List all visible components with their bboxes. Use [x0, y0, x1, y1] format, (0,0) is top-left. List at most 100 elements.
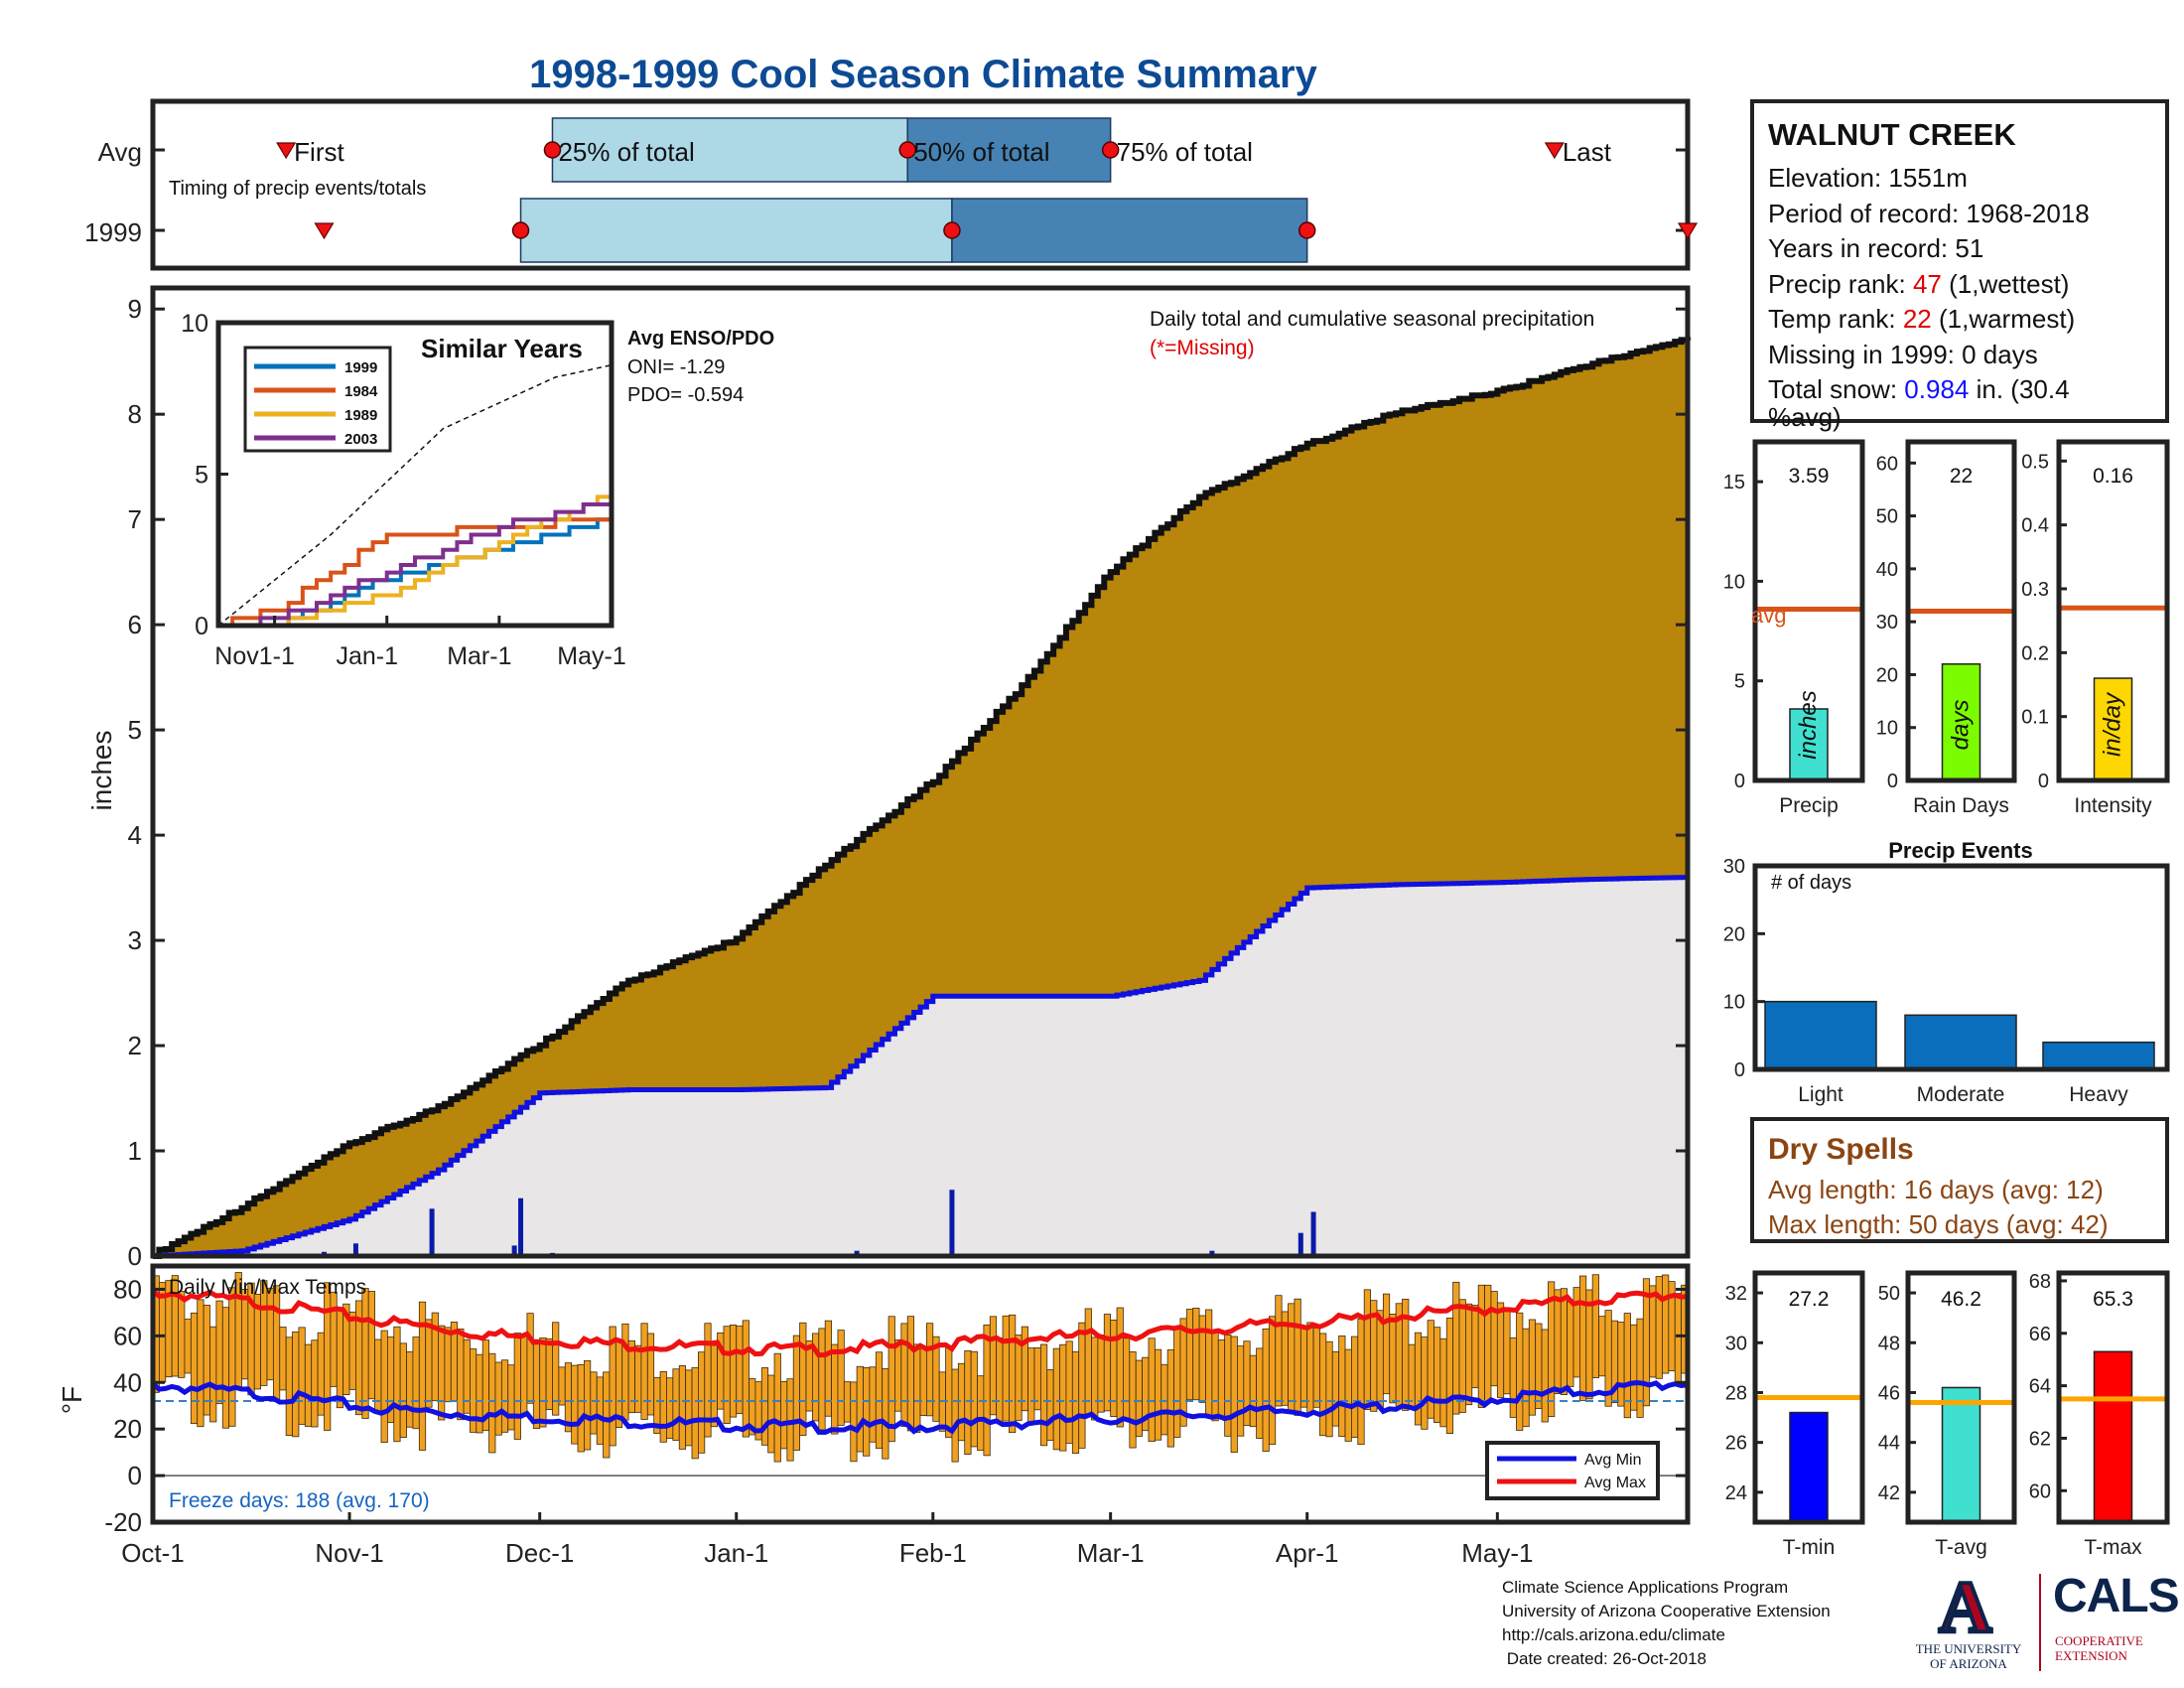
events-bar-light [1764, 1000, 1877, 1070]
temp-summary-name-0: T-min [1783, 1536, 1836, 1559]
temp-daily-bar-212 [1496, 1302, 1505, 1398]
events-ytick-label-2: 20 [1723, 923, 1745, 945]
temp-daily-bar-49 [463, 1338, 471, 1414]
temp-daily-bar-4 [178, 1291, 186, 1378]
main-ytick-label-4: 4 [128, 820, 142, 850]
temp-legend-label-max: Avg Max [1584, 1475, 1646, 1491]
temp-daily-bar-188 [1344, 1348, 1352, 1442]
temp-daily-bar-64 [558, 1366, 566, 1406]
temp-daily-bar-148 [1091, 1336, 1099, 1421]
summary-ytick-label-2-4: 0.4 [2021, 515, 2049, 537]
similar-legend-label-2003: 2003 [344, 431, 377, 448]
summary-panel-frame-1 [1905, 439, 2017, 783]
temp-daily-bar-238 [1662, 1274, 1670, 1374]
temp-freeze-text: Freeze days: 188 (avg. 170) [169, 1489, 430, 1512]
temp-daily-bar-40 [406, 1351, 414, 1428]
temp-daily-bar-68 [584, 1359, 592, 1451]
temp-daily-bar-113 [869, 1366, 877, 1443]
cals-logo-sub-2: EXTENSION [2055, 1648, 2127, 1663]
daily-precip-bar-7 [854, 1250, 860, 1256]
timing-1999-pct-marker-2 [943, 221, 961, 239]
temp-daily-bar-170 [1230, 1336, 1238, 1453]
temp-daily-bar-85 [691, 1366, 699, 1460]
temp-daily-bar-101 [792, 1335, 801, 1451]
temp-summary-ytick-label-2-4: 68 [2029, 1271, 2051, 1293]
temp-daily-bar-216 [1522, 1328, 1530, 1428]
daily-precip-bar-12 [1310, 1211, 1316, 1256]
summary-panel-frame-0 [1752, 439, 1865, 783]
temp-daily-bar-189 [1351, 1336, 1359, 1438]
timing-1999-box-50-75 [951, 198, 1308, 263]
temp-daily-bar-194 [1382, 1293, 1391, 1395]
temp-daily-bar-99 [780, 1380, 788, 1450]
x-tick-label-7: May-1 [1461, 1538, 1533, 1568]
temp-daily-bar-233 [1630, 1324, 1638, 1411]
temp-daily-bar-208 [1471, 1305, 1479, 1389]
timing-avg-pct-marker-3 [1101, 141, 1120, 159]
temp-daily-bar-231 [1617, 1322, 1625, 1407]
temp-daily-bar-210 [1484, 1284, 1492, 1404]
timing-row-label-1999: 1999 [84, 217, 142, 247]
footer-line-1: Climate Science Applications Program [1502, 1578, 1789, 1597]
temp-summary-bar-2 [2093, 1350, 2133, 1523]
daily-precip-bar-10 [1209, 1250, 1215, 1256]
temp-daily-bar-121 [919, 1346, 927, 1416]
similar-years-title: Similar Years [421, 334, 583, 363]
temp-daily-bar-134 [1002, 1315, 1010, 1422]
temp-daily-bar-12 [228, 1287, 236, 1427]
x-tick-label-6: Apr-1 [1276, 1538, 1339, 1568]
temp-daily-bar-153 [1123, 1337, 1131, 1421]
footer-line-2: University of Arizona Cooperative Extens… [1502, 1602, 1831, 1620]
temp-daily-bar-7 [197, 1299, 205, 1428]
temp-daily-bar-9 [209, 1326, 217, 1423]
temp-ytick-label-0: -20 [104, 1507, 142, 1537]
temp-daily-bar-88 [710, 1344, 718, 1428]
timing-label-75: 75% of total [1117, 137, 1253, 167]
temp-daily-bar-223 [1567, 1301, 1574, 1387]
temp-daily-bar-70 [596, 1376, 604, 1445]
timing-avg-pct-marker-1 [543, 141, 562, 159]
temp-daily-bar-161 [1173, 1327, 1181, 1438]
temp-daily-bar-209 [1477, 1284, 1485, 1408]
temp-summary-ytick-label-1-3: 48 [1878, 1333, 1900, 1354]
temp-daily-bar-62 [545, 1337, 553, 1411]
summary-ytick-label-0-3: 15 [1723, 472, 1745, 493]
temp-daily-bar-160 [1166, 1349, 1174, 1448]
daily-precip-bar-5 [518, 1197, 524, 1256]
temp-daily-bar-227 [1591, 1274, 1599, 1378]
temp-daily-bar-31 [348, 1311, 356, 1390]
temp-daily-bar-58 [520, 1336, 528, 1416]
temp-daily-bar-181 [1299, 1325, 1308, 1408]
temp-daily-bar-38 [393, 1326, 401, 1443]
temp-daily-bar-29 [336, 1307, 344, 1409]
temp-daily-bar-54 [494, 1361, 502, 1436]
temp-summary-frame-1 [1905, 1270, 2017, 1525]
summary-inner-label-0: inches [1795, 690, 1822, 759]
summary-name-2: Intensity [2074, 794, 2152, 817]
daily-precip-bar-2 [352, 1243, 358, 1256]
station-temp-rank: Temp rank: 22 (1,warmest) [1768, 304, 2076, 334]
events-category-2: Heavy [2069, 1083, 2128, 1106]
temp-daily-bar-39 [399, 1342, 407, 1438]
temp-daily-bar-33 [361, 1288, 369, 1419]
ua-logo-text-2: OF ARIZONA [1930, 1656, 2007, 1671]
dry-spells-max: Max length: 50 days (avg: 42) [1768, 1209, 2109, 1239]
temp-legend-box [1485, 1441, 1660, 1500]
temp-daily-bar-129 [970, 1350, 978, 1448]
temp-daily-bar-91 [729, 1325, 738, 1418]
temp-summary-ytick-label-1-2: 46 [1878, 1382, 1900, 1404]
similar-xtick-label-1: Jan-1 [336, 642, 398, 670]
temp-daily-bar-112 [863, 1366, 871, 1457]
temp-daily-bar-131 [983, 1324, 991, 1457]
temp-summary-ytick-label-0-0: 24 [1725, 1482, 1747, 1504]
x-tick-label-1: Nov-1 [315, 1538, 383, 1568]
timing-avg-box-50-75 [906, 117, 1112, 183]
events-bar-moderate [1904, 1014, 2017, 1070]
temp-daily-bar-193 [1376, 1310, 1384, 1409]
station-snow-pct: %avg) [1768, 401, 1842, 432]
temp-daily-bar-43 [425, 1319, 433, 1408]
temp-daily-bar-191 [1363, 1289, 1371, 1411]
x-tick-label-5: Mar-1 [1077, 1538, 1145, 1568]
temp-summary-value-2: 65.3 [2093, 1288, 2133, 1311]
temp-daily-bar-21 [285, 1336, 293, 1436]
